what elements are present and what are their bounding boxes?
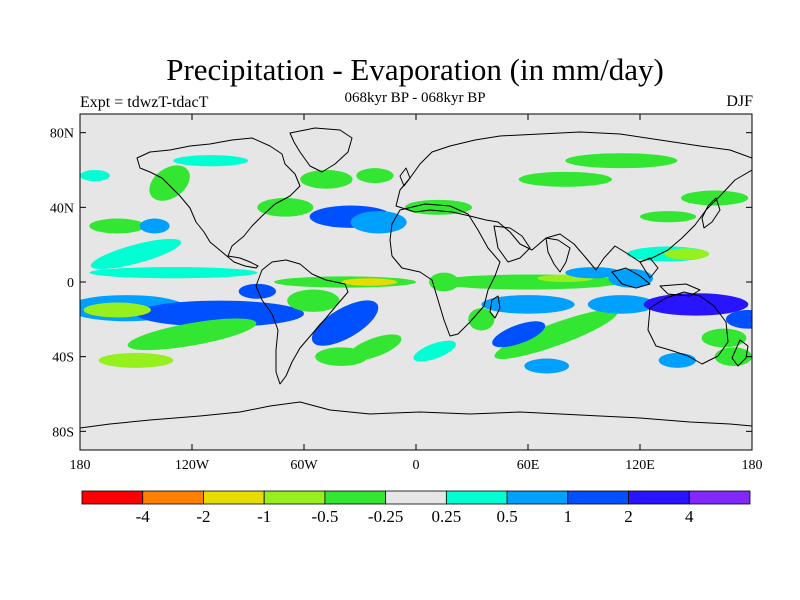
field-region xyxy=(139,218,170,234)
field-region xyxy=(238,283,276,299)
lon-tick-label: 120W xyxy=(175,458,210,473)
map-axes: 180 120W 60W 0 60E 120E 180 80N 40N 0 40S 80S xyxy=(50,114,763,473)
field-region xyxy=(664,248,710,260)
coast-africa xyxy=(389,203,501,337)
colorbar-swatch xyxy=(324,490,387,505)
field-region xyxy=(149,165,190,201)
field-region xyxy=(300,170,353,189)
coast-antarctica xyxy=(80,401,752,429)
lon-tick-label: 0 xyxy=(413,458,420,473)
field-region xyxy=(350,211,407,234)
colorbar-label: -2 xyxy=(196,507,210,526)
lat-tick-label: 40S xyxy=(52,351,74,366)
field-region xyxy=(658,352,696,368)
coast-indonesia xyxy=(611,257,701,297)
field-region xyxy=(481,295,575,314)
chart-title: Precipitation - Evaporation (in mm/day) xyxy=(166,52,664,87)
coast-japan xyxy=(701,197,721,229)
field-region xyxy=(341,278,398,286)
field-region xyxy=(257,198,314,217)
field-region xyxy=(80,170,110,182)
coast-arabia xyxy=(493,225,531,263)
field-region xyxy=(701,328,747,348)
colorbar-label: -0.25 xyxy=(368,507,403,526)
field-region xyxy=(287,289,340,312)
field-region xyxy=(311,300,379,346)
field-region xyxy=(83,302,151,318)
colorbar-swatch xyxy=(628,490,690,505)
colorbar-label: 0.5 xyxy=(496,507,517,526)
field-region xyxy=(565,153,678,169)
field-region xyxy=(681,190,749,206)
field-region xyxy=(315,347,368,366)
colorbar-label: 0.25 xyxy=(431,507,461,526)
field-region xyxy=(89,267,258,279)
field-region xyxy=(640,211,696,223)
coast-new-zealand xyxy=(731,339,749,367)
field-region xyxy=(89,218,146,234)
lat-tick-label: 40N xyxy=(50,201,74,216)
lon-tick-label: 180 xyxy=(742,458,763,473)
lat-tick-label: 0 xyxy=(67,276,74,291)
colorbar-label: -0.5 xyxy=(311,507,338,526)
field-region xyxy=(608,268,654,288)
coast-eurasia xyxy=(395,131,752,271)
field-region xyxy=(404,199,472,215)
field-region xyxy=(468,308,495,331)
field-region xyxy=(127,318,257,351)
field-region xyxy=(413,340,456,362)
colorbar-swatch xyxy=(81,490,144,505)
colorbar-swatch xyxy=(688,490,751,505)
colorbar-swatch xyxy=(263,490,326,505)
coast-greenland xyxy=(289,127,353,173)
field-region xyxy=(587,295,655,314)
field-region xyxy=(98,352,174,368)
field-region xyxy=(136,300,304,327)
colorbar-label: -1 xyxy=(257,507,271,526)
coast-australia xyxy=(647,291,729,365)
field-region xyxy=(524,358,570,374)
lat-tick-label: 80N xyxy=(50,127,74,142)
coast-madagascar xyxy=(489,295,501,319)
coastlines xyxy=(80,127,752,429)
field-region xyxy=(518,171,612,187)
field-contours xyxy=(80,153,752,374)
field-region xyxy=(643,293,749,316)
colorbar: -4 -2 -1 -0.5 -0.25 0.25 0.5 1 2 4 xyxy=(81,490,751,526)
field-region xyxy=(173,155,248,167)
coast-south-america xyxy=(255,259,349,385)
field-region xyxy=(90,238,182,270)
colorbar-swatch xyxy=(142,490,204,505)
colorbar-label: 1 xyxy=(564,507,573,526)
colorbar-swatch xyxy=(203,490,265,505)
field-region xyxy=(725,310,752,329)
field-region xyxy=(565,267,622,279)
coast-uk xyxy=(399,167,411,187)
colorbar-swatch xyxy=(385,490,447,505)
lon-tick-label: 120E xyxy=(625,458,655,473)
field-region xyxy=(492,321,546,348)
coast-north-america xyxy=(136,137,301,269)
coast-india xyxy=(545,237,571,273)
colorbar-swatch xyxy=(445,490,508,505)
colorbar-swatch xyxy=(506,490,569,505)
colorbar-label: 4 xyxy=(685,507,694,526)
lon-tick-label: 60W xyxy=(290,458,318,473)
experiment-label: Expt = tdwzT-tdacT xyxy=(80,94,209,111)
colorbar-swatch xyxy=(567,490,629,505)
field-region xyxy=(356,168,394,184)
lat-tick-label: 80S xyxy=(52,425,74,440)
field-region xyxy=(494,309,618,359)
colorbar-label: 2 xyxy=(624,507,633,526)
lon-tick-label: 60E xyxy=(517,458,540,473)
lon-tick-label: 180 xyxy=(70,458,91,473)
colorbar-label: -4 xyxy=(136,507,151,526)
season-label: DJF xyxy=(726,93,753,110)
chart-subtitle: 068kyr BP - 068kyr BP xyxy=(344,90,486,106)
